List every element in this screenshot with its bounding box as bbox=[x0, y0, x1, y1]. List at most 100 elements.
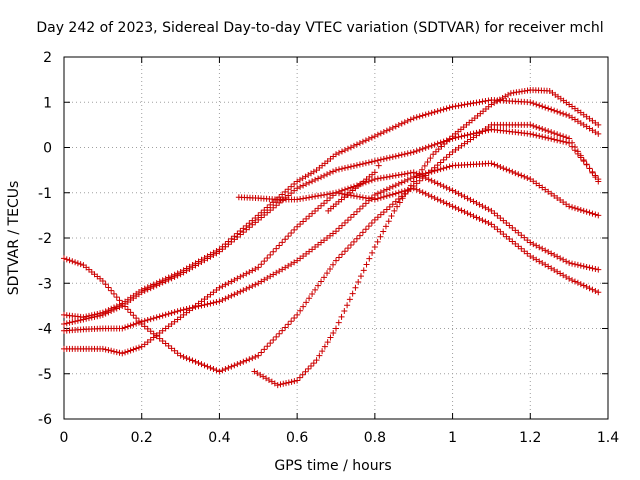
x-tick-label: 0.6 bbox=[286, 430, 308, 446]
data-point bbox=[485, 97, 492, 104]
data-point bbox=[455, 190, 462, 197]
data-point bbox=[396, 199, 403, 206]
data-point bbox=[264, 255, 271, 262]
data-point bbox=[383, 193, 390, 200]
data-point bbox=[392, 190, 399, 197]
data-point bbox=[446, 151, 453, 158]
data-point bbox=[449, 187, 456, 194]
data-point bbox=[246, 356, 253, 363]
data-point bbox=[574, 261, 581, 268]
data-point bbox=[240, 225, 247, 232]
data-point bbox=[368, 196, 375, 203]
data-point bbox=[488, 160, 495, 167]
data-point bbox=[377, 194, 384, 201]
data-point bbox=[467, 131, 474, 138]
data-point bbox=[386, 185, 393, 192]
data-point bbox=[310, 360, 317, 367]
data-point bbox=[424, 159, 431, 166]
data-point bbox=[380, 209, 387, 216]
data-point bbox=[327, 169, 334, 176]
data-point bbox=[524, 174, 531, 181]
data-point bbox=[113, 349, 120, 356]
data-point bbox=[440, 156, 447, 163]
data-point bbox=[324, 191, 331, 198]
data-point bbox=[270, 248, 277, 255]
data-point bbox=[455, 134, 462, 141]
data-point bbox=[261, 207, 268, 214]
data-point bbox=[240, 272, 247, 279]
data-point bbox=[359, 194, 366, 201]
data-point bbox=[316, 352, 323, 359]
data-point bbox=[366, 255, 373, 262]
data-point bbox=[249, 283, 256, 290]
data-point bbox=[536, 125, 543, 132]
series-track-7 bbox=[251, 87, 602, 389]
data-point bbox=[243, 285, 250, 292]
axis-ticks bbox=[63, 56, 609, 420]
data-point bbox=[392, 123, 399, 130]
data-point bbox=[228, 292, 235, 299]
data-point bbox=[557, 255, 564, 262]
data-point bbox=[353, 208, 360, 215]
data-point bbox=[551, 252, 558, 259]
data-point bbox=[282, 236, 289, 243]
data-point bbox=[330, 330, 337, 337]
data-point bbox=[204, 301, 211, 308]
data-point bbox=[431, 167, 438, 174]
data-point bbox=[330, 261, 337, 268]
data-point bbox=[276, 330, 283, 337]
data-point bbox=[302, 368, 309, 375]
data-point bbox=[391, 207, 398, 214]
data-point bbox=[338, 313, 345, 320]
data-point bbox=[318, 174, 325, 181]
data-point bbox=[225, 238, 232, 245]
data-point bbox=[422, 174, 429, 181]
data-point bbox=[333, 228, 339, 235]
data-point bbox=[207, 300, 214, 307]
data-point bbox=[359, 229, 366, 236]
data-point bbox=[141, 285, 148, 292]
data-point bbox=[285, 321, 292, 328]
data-point bbox=[560, 256, 567, 263]
data-point bbox=[389, 124, 396, 131]
data-point bbox=[108, 287, 115, 294]
data-point bbox=[122, 324, 129, 331]
data-point bbox=[127, 322, 134, 329]
data-point bbox=[294, 185, 301, 192]
data-point bbox=[374, 195, 381, 202]
data-point bbox=[438, 143, 445, 150]
data-point bbox=[127, 309, 134, 316]
y-axis-label: SDTVAR / TECUs bbox=[6, 181, 22, 296]
data-point bbox=[303, 194, 310, 201]
data-point bbox=[410, 185, 417, 192]
data-point bbox=[258, 261, 265, 268]
data-point bbox=[404, 176, 411, 183]
x-tick-label: 1.2 bbox=[519, 430, 541, 446]
data-point bbox=[413, 186, 420, 193]
data-point bbox=[294, 196, 301, 203]
data-point bbox=[99, 345, 106, 352]
data-point bbox=[554, 253, 561, 260]
data-point bbox=[595, 289, 602, 296]
data-point bbox=[399, 195, 406, 202]
data-point bbox=[473, 200, 480, 207]
data-point bbox=[383, 206, 390, 213]
data-point bbox=[341, 308, 348, 315]
data-point bbox=[485, 206, 492, 213]
data-point bbox=[527, 121, 534, 128]
data-point bbox=[80, 314, 87, 321]
data-point bbox=[371, 216, 378, 223]
data-point bbox=[246, 220, 253, 227]
data-point bbox=[303, 181, 310, 188]
data-point bbox=[383, 186, 390, 193]
data-point bbox=[270, 336, 277, 343]
data-point bbox=[383, 174, 390, 181]
data-point bbox=[85, 312, 92, 319]
data-point bbox=[374, 175, 381, 182]
data-point bbox=[285, 233, 292, 240]
data-point bbox=[398, 188, 405, 195]
data-point bbox=[491, 161, 498, 168]
data-point bbox=[380, 193, 387, 200]
data-point bbox=[404, 117, 411, 124]
data-point bbox=[225, 280, 232, 287]
